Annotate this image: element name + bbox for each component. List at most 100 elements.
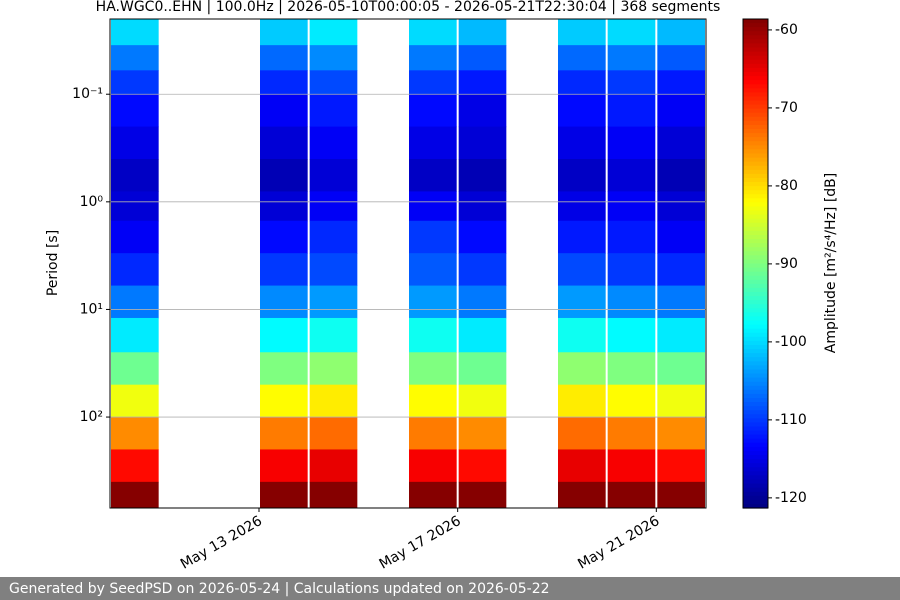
colorbar-label: Amplitude [m²/s⁴/Hz] [dB] — [823, 173, 839, 353]
colorbar-step — [743, 292, 768, 297]
y-tick-label: 10⁰ — [80, 194, 104, 210]
heatmap-cell — [409, 191, 457, 222]
colorbar-step — [743, 137, 768, 142]
colorbar-step — [743, 43, 768, 49]
colorbar-step — [743, 463, 768, 468]
heatmap-cell — [309, 417, 358, 450]
heatmap-cell — [260, 126, 308, 160]
heatmap-cell — [558, 449, 606, 483]
colorbar-step — [743, 214, 768, 220]
colorbar-step — [743, 186, 768, 191]
heatmap-cell — [657, 253, 705, 287]
heatmap-cell — [607, 19, 656, 46]
heatmap-cell — [607, 481, 656, 509]
colorbar-step — [743, 336, 768, 342]
heatmap-cell — [558, 159, 606, 192]
chart-title: HA.WGC0..EHN | 100.0Hz | 2026-05-10T00:0… — [96, 0, 721, 15]
heatmap-cell — [657, 481, 705, 509]
heatmap-cell — [111, 159, 159, 192]
heatmap-cell — [657, 449, 705, 483]
heatmap-cell — [260, 159, 308, 192]
colorbar-step — [743, 491, 768, 497]
heatmap-cell — [607, 317, 656, 353]
colorbar-step — [743, 495, 768, 501]
colorbar-step — [743, 259, 768, 265]
heatmap-cell — [458, 317, 507, 353]
colorbar-step — [743, 340, 768, 346]
heatmap-cell — [111, 45, 159, 71]
heatmap-cell — [111, 94, 159, 128]
colorbar-step — [743, 165, 768, 171]
colorbar-step — [743, 202, 768, 208]
colorbar-tick-label: -120 — [775, 490, 807, 506]
heatmap-cell — [657, 45, 705, 71]
colorbar-step — [743, 27, 768, 32]
colorbar-step — [743, 345, 768, 350]
colorbar-step — [743, 234, 768, 240]
heatmap-cell — [607, 70, 656, 95]
colorbar-step — [743, 226, 768, 232]
heatmap-cell — [260, 253, 308, 287]
heatmap-cell — [409, 384, 457, 418]
colorbar-step — [743, 190, 768, 195]
heatmap-cell — [111, 449, 159, 483]
heatmap-cell — [111, 126, 159, 160]
heatmap-cell — [558, 19, 606, 46]
heatmap-cell — [607, 384, 656, 418]
heatmap-cell — [409, 159, 457, 192]
colorbar-step — [743, 247, 768, 252]
heatmap-cell — [558, 417, 606, 450]
colorbar-step — [743, 88, 768, 93]
colorbar-step — [743, 304, 768, 309]
heatmap-cell — [607, 352, 656, 386]
heatmap-cell — [309, 285, 358, 319]
colorbar-step — [743, 194, 768, 199]
heatmap-cell — [657, 126, 705, 160]
colorbar-step — [743, 96, 768, 102]
colorbar-step — [743, 312, 768, 318]
heatmap-cell — [111, 220, 159, 254]
heatmap-cell — [558, 253, 606, 287]
heatmap-cell — [657, 317, 705, 353]
colorbar-step — [743, 308, 768, 313]
colorbar-step — [743, 76, 768, 81]
heatmap-cell — [309, 159, 358, 192]
heatmap-cell — [458, 417, 507, 450]
colorbar-step — [743, 316, 768, 322]
colorbar-step — [743, 397, 768, 403]
heatmap-cell — [607, 253, 656, 287]
heatmap-cell — [409, 285, 457, 319]
heatmap-cell — [657, 191, 705, 222]
colorbar-step — [743, 230, 768, 236]
heatmap-cell — [458, 253, 507, 287]
heatmap-cell — [458, 94, 507, 128]
colorbar-step — [743, 124, 768, 130]
colorbar-step — [743, 92, 768, 98]
heatmap-cell — [260, 285, 308, 319]
heatmap-cell — [111, 285, 159, 319]
heatmap-cell — [409, 220, 457, 254]
heatmap-cell — [111, 19, 159, 46]
heatmap-cell — [607, 220, 656, 254]
colorbar-step — [743, 51, 768, 57]
colorbar-step — [743, 320, 768, 326]
colorbar-step — [743, 275, 768, 281]
heatmap-cell — [309, 94, 358, 128]
colorbar-step — [743, 116, 768, 122]
colorbar-step — [743, 63, 768, 69]
heatmap-cell — [607, 285, 656, 319]
heatmap-cell — [260, 384, 308, 418]
footer-bar — [0, 577, 900, 600]
heatmap-cell — [558, 352, 606, 386]
heatmap-cell — [309, 352, 358, 386]
colorbar-step — [743, 112, 768, 118]
colorbar-step — [743, 369, 768, 375]
colorbar-step — [743, 324, 768, 330]
colorbar-step — [743, 177, 768, 183]
heatmap-cell — [111, 384, 159, 418]
heatmap-cell — [558, 191, 606, 222]
heatmap-cell — [309, 45, 358, 71]
colorbar-step — [743, 31, 768, 36]
colorbar-step — [743, 243, 768, 248]
y-tick-label: 10¹ — [80, 301, 103, 317]
